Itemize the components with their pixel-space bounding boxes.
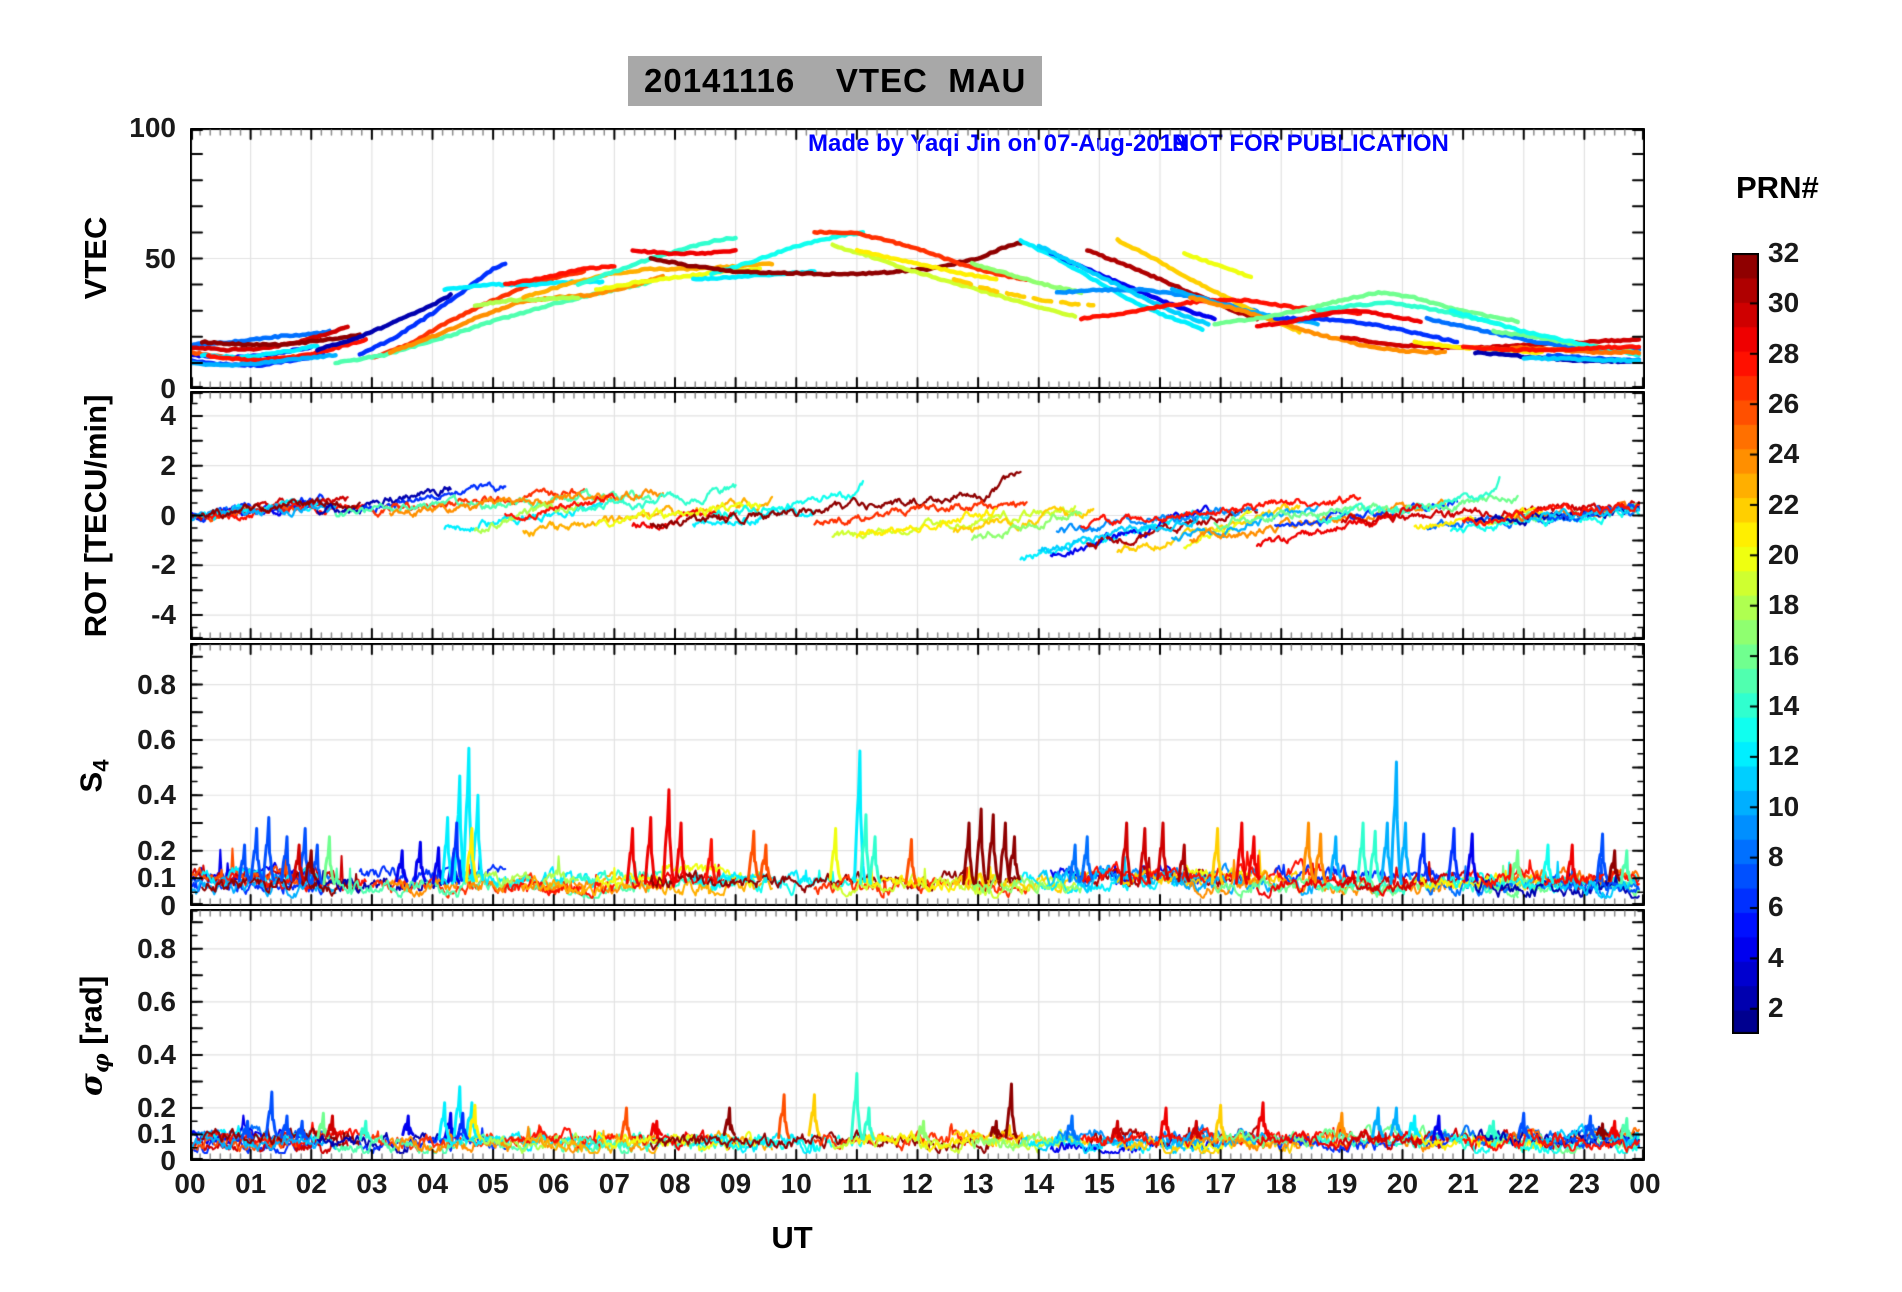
x-tick-label: 13 — [962, 1168, 994, 1199]
rot-ytick-label: 4 — [160, 399, 176, 431]
plot-title: 20141116 VTEC MAU — [628, 56, 1043, 106]
rot-ytick-label: 0 — [160, 499, 176, 531]
s4-panel-canvas — [190, 643, 1645, 906]
x-tick-label: 04 — [416, 1168, 449, 1199]
vtec-ytick-label: 100 — [129, 112, 176, 143]
colorbar-tick-label: 20 — [1768, 538, 1800, 570]
x-tick-label: 01 — [235, 1168, 267, 1199]
colorbar-tick-label: 2 — [1768, 991, 1784, 1023]
s4-axis-label-main: S — [73, 771, 109, 793]
colorbar-tick-label: 28 — [1768, 337, 1800, 369]
vtec-axis-label: VTEC — [78, 217, 114, 300]
x-tick-label: 07 — [598, 1168, 630, 1199]
sigma_phi-ytick-label: 0.2 — [137, 1091, 176, 1123]
rot-panel-canvas — [190, 391, 1645, 640]
colorbar-tick-label: 4 — [1768, 941, 1784, 973]
x-tick-label: 03 — [356, 1168, 388, 1199]
x-tick-label: 15 — [1083, 1168, 1115, 1199]
s4-ytick-label: 0.2 — [137, 834, 176, 866]
colorbar-tick-label: 6 — [1768, 891, 1784, 923]
x-tick-label: 12 — [901, 1168, 934, 1199]
sigma_phi-ytick-label: 0.4 — [137, 1038, 176, 1070]
rot-ytick-label: -4 — [151, 599, 176, 631]
x-tick-label: 00 — [174, 1168, 206, 1199]
x-tick-label: 22 — [1508, 1168, 1540, 1199]
x-axis-label: UT — [771, 1220, 813, 1255]
x-tick-label: 23 — [1568, 1168, 1600, 1199]
x-tick-label: 16 — [1144, 1168, 1176, 1199]
s4-ytick-label: 0.4 — [137, 779, 176, 811]
rot-axis-label: ROT [TECU/min] — [78, 395, 114, 638]
s4-axis-label: S4 — [73, 760, 114, 793]
s4-ytick-label: 0.8 — [137, 668, 176, 700]
s4-ytick-label: 0.1 — [137, 862, 176, 894]
sigma-phi-panel-canvas — [190, 909, 1645, 1161]
sigma-phi-axis-label: σφ [rad] — [73, 976, 114, 1096]
rot-axis-label-text: ROT [TECU/min] — [78, 394, 113, 638]
vtec-axis-label-text: VTEC — [78, 216, 113, 300]
colorbar-tick-label: 16 — [1768, 639, 1800, 671]
colorbar-tick-label: 10 — [1768, 790, 1800, 822]
sigma_phi-ytick-label: 0.6 — [137, 985, 176, 1017]
colorbar-tick-label: 22 — [1768, 488, 1800, 520]
colorbar-tick-label: 12 — [1768, 740, 1800, 772]
colorbar-canvas — [1732, 253, 1759, 1034]
s4-axis-label-sub: 4 — [88, 759, 114, 772]
colorbar-title: PRN# — [1736, 170, 1819, 205]
x-tick-label: 21 — [1447, 1168, 1479, 1199]
x-tick-label: 18 — [1265, 1168, 1297, 1199]
x-tick-label: 11 — [842, 1168, 872, 1199]
sigma_phi-ytick-label: 0.8 — [137, 932, 176, 964]
s4-ytick-label: 0 — [160, 890, 176, 921]
colorbar-tick-label: 18 — [1768, 589, 1800, 621]
colorbar-tick-label: 26 — [1768, 387, 1800, 419]
colorbar-tick-label: 32 — [1768, 237, 1800, 268]
x-tick-label: 19 — [1326, 1168, 1358, 1199]
vtec-panel-canvas — [190, 128, 1645, 389]
x-tick-label: 17 — [1205, 1168, 1237, 1199]
x-tick-label: 14 — [1023, 1168, 1055, 1199]
sigma-axis-label-sub: φ — [88, 1053, 115, 1074]
x-tick-label: 09 — [720, 1168, 752, 1199]
sigma-axis-label-main: σ — [73, 1073, 110, 1097]
vtec-ytick-label: 0 — [160, 373, 176, 404]
x-tick-label: 02 — [295, 1168, 327, 1199]
colorbar-tick-label: 30 — [1768, 287, 1800, 319]
rot-ytick-label: 2 — [160, 449, 176, 481]
x-tick-label: 20 — [1386, 1168, 1419, 1199]
sigma_phi-ytick-label: 0.1 — [137, 1118, 176, 1150]
sigma-axis-label-unit: [rad] — [73, 975, 109, 1045]
vtec-ytick-label: 50 — [144, 242, 176, 274]
colorbar-tick-label: 14 — [1768, 689, 1800, 721]
rot-ytick-label: -2 — [151, 549, 176, 581]
x-tick-label: 08 — [659, 1168, 691, 1199]
x-tick-label: 10 — [780, 1168, 812, 1199]
s4-ytick-label: 0.6 — [137, 723, 176, 755]
x-tick-label: 06 — [538, 1168, 570, 1199]
x-tick-label: 00 — [1629, 1168, 1661, 1199]
colorbar-tick-label: 8 — [1768, 840, 1784, 872]
x-tick-label: 05 — [477, 1168, 509, 1199]
colorbar-tick-label: 24 — [1768, 438, 1800, 470]
sigma_phi-ytick-label: 0 — [160, 1145, 176, 1176]
